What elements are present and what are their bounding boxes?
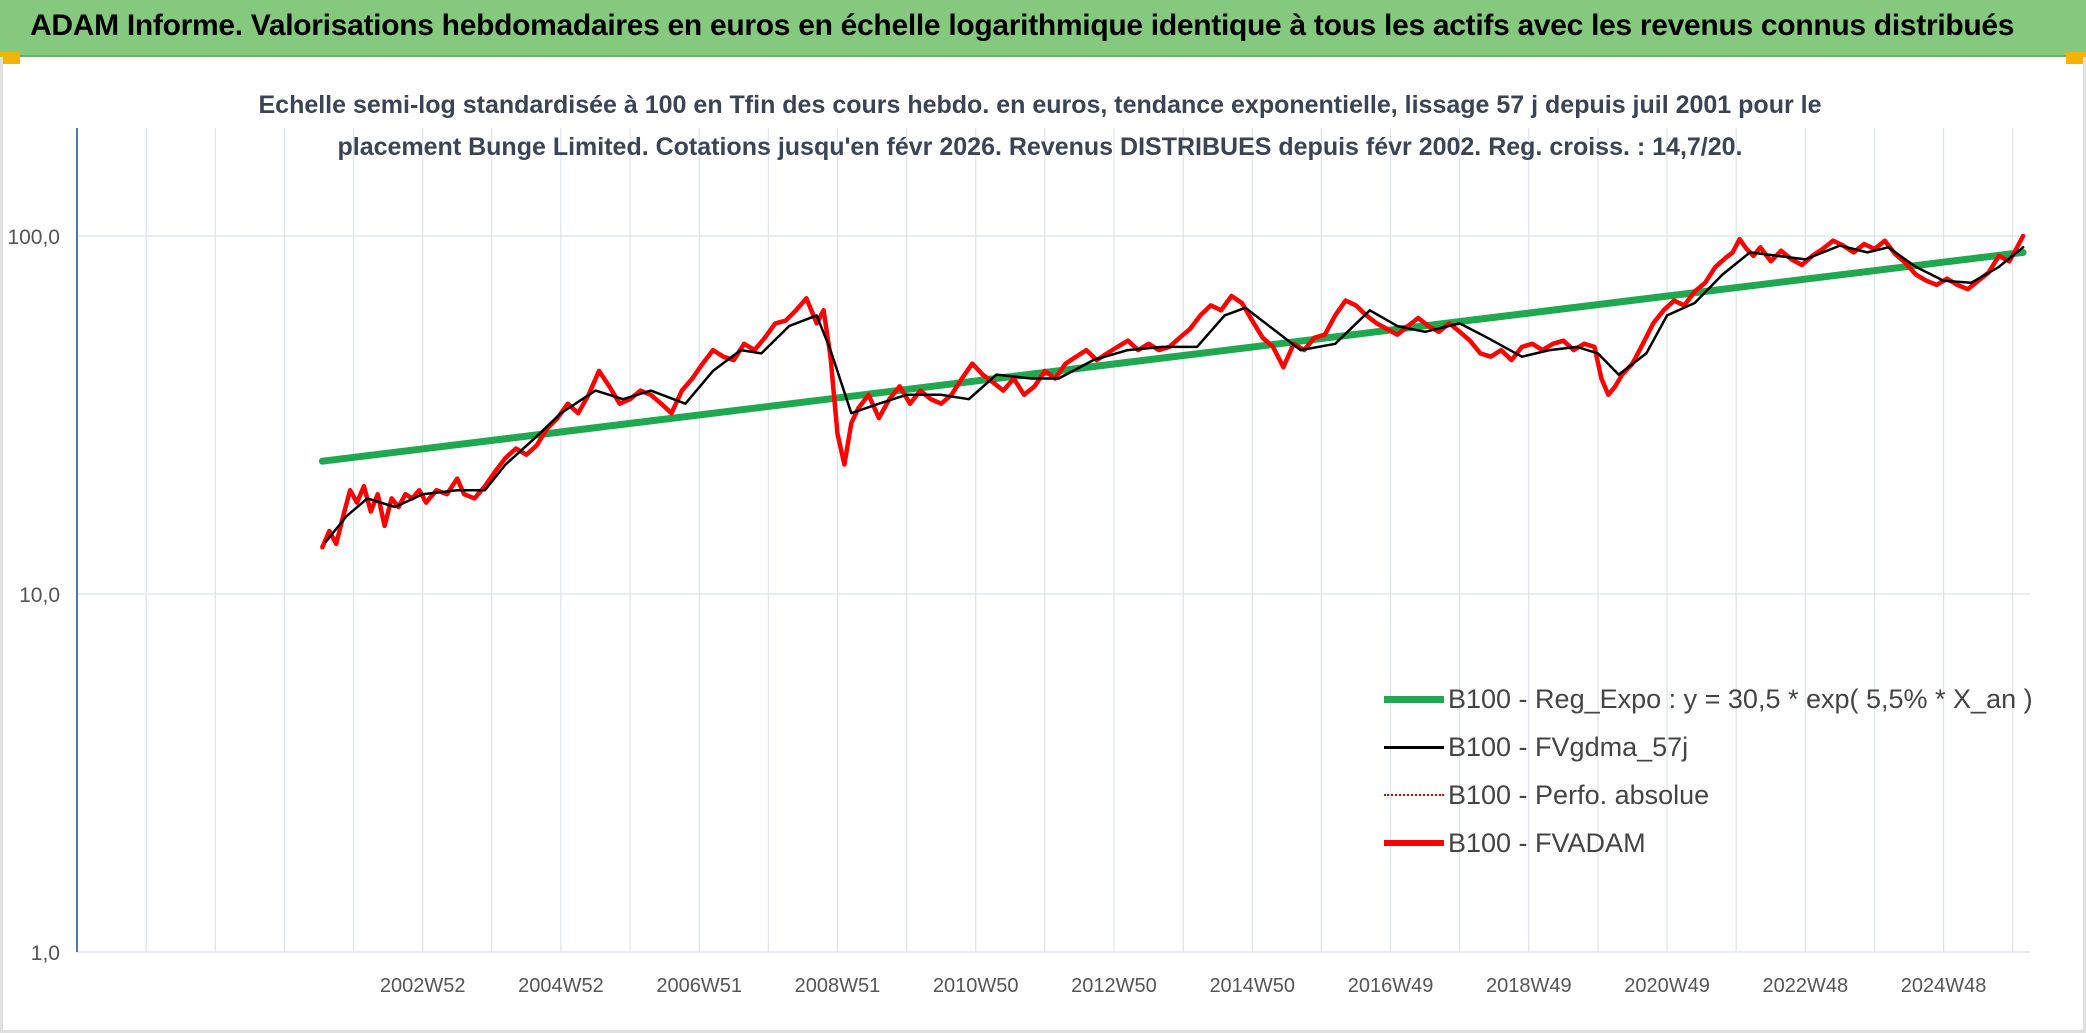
- x-tick-label: 2010W50: [933, 975, 1019, 997]
- legend-label-perfo: B100 - Perfo. absolue: [1448, 780, 1710, 810]
- x-tick-label: 2022W48: [1763, 975, 1849, 997]
- x-tick-label: 2008W51: [795, 975, 881, 997]
- x-tick-label: 2004W52: [518, 975, 604, 997]
- x-tick-label: 2014W50: [1209, 975, 1295, 997]
- y-tick-label: 100,0: [7, 226, 60, 249]
- legend-label-fvgdma: B100 - FVgdma_57j: [1448, 732, 1689, 762]
- legend-label-reg-expo: B100 - Reg_Expo : y = 30,5 * exp( 5,5% *…: [1448, 684, 2033, 714]
- vertical-gridlines: [145, 128, 2014, 952]
- legend-swatch-fvgdma: [1384, 746, 1444, 749]
- legend-swatch-reg-expo: [1384, 696, 1444, 703]
- x-tick-label: 2024W48: [1901, 975, 1987, 997]
- chart-title-line-2: placement Bunge Limited. Cotations jusqu…: [337, 133, 1743, 161]
- series-line-smooth: [324, 244, 2025, 543]
- legend-swatch-perfo: [1384, 794, 1444, 796]
- x-tick-label: 2016W49: [1348, 975, 1434, 997]
- x-tick-label: 2020W49: [1624, 975, 1710, 997]
- legend-label-fvadam: B100 - FVADAM: [1448, 828, 1646, 858]
- y-tick-label: 1,0: [31, 942, 60, 965]
- banner-title: ADAM Informe. Valorisations hebdomadaire…: [30, 9, 2015, 42]
- title-banner: ADAM Informe. Valorisations hebdomadaire…: [0, 0, 2086, 57]
- legend-item-fvgdma: B100 - FVgdma_57j: [1380, 728, 2020, 768]
- legend-item-reg-expo: B100 - Reg_Expo : y = 30,5 * exp( 5,5% *…: [1380, 680, 2033, 720]
- x-tick-label: 2002W52: [380, 975, 466, 997]
- horizontal-gridlines: [77, 235, 2030, 953]
- x-tick-labels: 2002W52 2004W52 2006W51 2008W51 2010W50 2012W…: [380, 975, 1987, 997]
- legend-swatch-fvadam: [1384, 840, 1444, 846]
- corner-marker-left: [0, 52, 20, 64]
- x-tick-label: 2018W49: [1486, 975, 1572, 997]
- legend-item-perfo: B100 - Perfo. absolue: [1380, 776, 2020, 816]
- x-tick-label: 2012W50: [1071, 975, 1157, 997]
- legend-item-fvadam: B100 - FVADAM: [1380, 824, 2020, 864]
- y-tick-labels: 1,0 10,0 100,0: [7, 226, 60, 965]
- x-tick-label: 2006W51: [656, 975, 742, 997]
- chart-title-line-1: Echelle semi-log standardisée à 100 en T…: [258, 91, 1822, 119]
- chart-title: Echelle semi-log standardisée à 100 en T…: [250, 84, 1830, 168]
- chart-frame: [0, 57, 2086, 1033]
- series-line-trend: [318, 248, 2027, 465]
- corner-marker-right: [2066, 52, 2086, 64]
- series-layer: [318, 233, 2027, 550]
- y-tick-label: 10,0: [19, 584, 60, 607]
